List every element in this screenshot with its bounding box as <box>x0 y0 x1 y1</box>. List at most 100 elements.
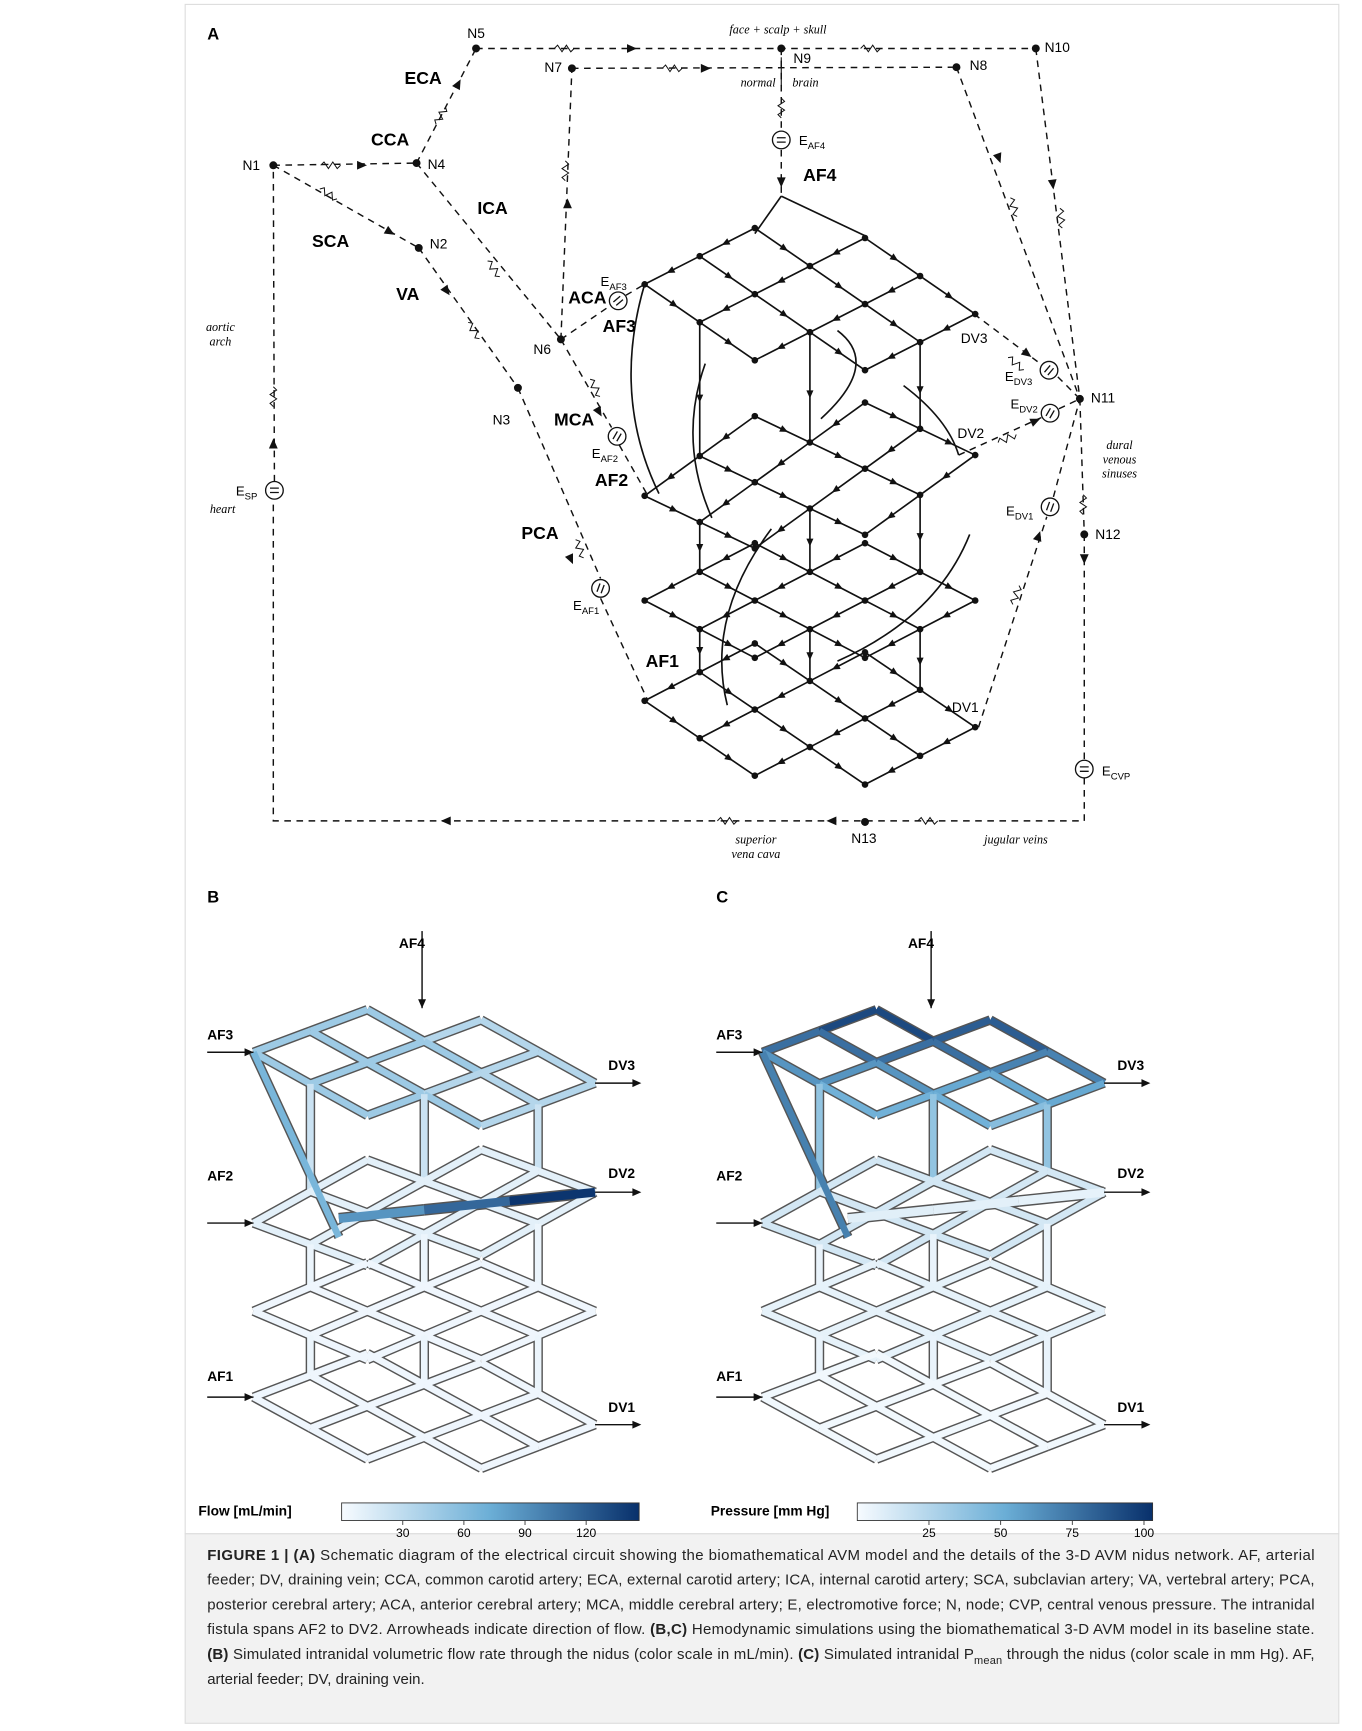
caption-text: mean <box>974 1655 1002 1667</box>
node-dot <box>972 597 979 604</box>
node-dot <box>917 339 924 346</box>
node-dot <box>862 715 869 722</box>
node-dot <box>862 301 869 308</box>
inlet-label: AF1 <box>716 1369 742 1384</box>
artery-label: ICA <box>477 198 508 218</box>
caption-text: (C) <box>798 1646 819 1663</box>
caption-text: feeder; DV, draining vein; CCA, common c… <box>207 1572 1314 1589</box>
node-label: N3 <box>493 413 511 428</box>
node-label: N2 <box>430 236 448 251</box>
annotation: heart <box>210 502 236 516</box>
label-subscript: AF2 <box>601 454 618 465</box>
node-dot <box>777 45 785 53</box>
feeder-label: AF4 <box>803 165 836 185</box>
node-dot <box>696 453 703 460</box>
node-dot <box>641 493 648 500</box>
node-dot <box>752 291 759 298</box>
node-dot <box>696 519 703 526</box>
emf-symbol <box>608 428 626 446</box>
node-dot <box>413 159 421 167</box>
caption-text: Simulated intranidal volumetric flow rat… <box>229 1646 798 1663</box>
emf-symbol <box>1041 404 1059 422</box>
node-dot <box>269 161 277 169</box>
emf-symbol <box>1041 498 1059 516</box>
outlet-label: DV2 <box>608 1166 635 1181</box>
label-subscript: AF4 <box>808 141 825 152</box>
node-dot <box>972 311 979 318</box>
node-dot <box>862 531 869 538</box>
node-label: N8 <box>970 58 988 73</box>
node-dot <box>862 367 869 374</box>
inlet-label: AF4 <box>908 936 934 951</box>
node-dot <box>807 569 814 576</box>
panel-label: B <box>207 887 219 906</box>
label-subscript: DV1 <box>1015 511 1033 522</box>
outlet-label: DV3 <box>608 1058 635 1073</box>
node-dot <box>917 273 924 280</box>
caption-text: fistula spans AF2 to DV2. Arrowheads ind… <box>207 1621 650 1638</box>
node-label: N10 <box>1045 40 1071 55</box>
emf-symbol <box>772 131 790 149</box>
node-dot <box>917 492 924 499</box>
node-label: N4 <box>428 157 446 172</box>
outlet-label: DV1 <box>1117 1400 1144 1415</box>
colorbar-label: Pressure [mm Hg] <box>711 1503 830 1518</box>
node-dot <box>641 697 648 704</box>
colorbar <box>857 1503 1152 1521</box>
node-dot <box>1080 530 1088 538</box>
feeder-label: AF3 <box>603 316 636 336</box>
node-dot <box>514 384 522 392</box>
node-dot <box>807 439 814 446</box>
label-subscript: DV3 <box>1014 377 1032 388</box>
node-dot <box>752 357 759 364</box>
caption-text: FIGURE 1 | (A) <box>207 1547 315 1564</box>
node-dot <box>696 735 703 742</box>
artery-label: CCA <box>371 130 409 150</box>
annotation: jugular veins <box>982 832 1048 846</box>
node-dot <box>807 678 814 685</box>
node-dot <box>917 753 924 760</box>
colorbar-tick-label: 120 <box>576 1526 596 1540</box>
vein-label: DV3 <box>961 331 988 346</box>
artery-label: MCA <box>554 410 594 430</box>
node-dot <box>972 452 979 459</box>
caption-text: Hemodynamic simulations using the biomat… <box>687 1621 1314 1638</box>
annotation: aortic <box>206 320 236 334</box>
colorbar-tick-label: 25 <box>922 1526 936 1540</box>
colorbar-tick-label: 30 <box>396 1526 410 1540</box>
node-dot <box>415 244 423 252</box>
node-dot <box>1076 395 1084 403</box>
node-label: N11 <box>1091 391 1115 406</box>
annotation: brain <box>792 76 818 90</box>
artery-label: SCA <box>312 231 349 251</box>
node-label: N7 <box>544 60 562 75</box>
node-dot <box>752 640 759 647</box>
inlet-label: AF4 <box>399 936 425 951</box>
node-dot <box>1032 45 1040 53</box>
inlet-label: AF1 <box>207 1369 233 1384</box>
caption-line: fistula spans AF2 to DV2. Arrowheads ind… <box>207 1621 1314 1638</box>
caption-text: Schematic diagram of the electrical circ… <box>316 1547 1315 1564</box>
caption-text: posterior cerebral artery; ACA, anterior… <box>207 1596 1314 1613</box>
label-base: E <box>1006 503 1015 518</box>
emf-symbol <box>592 580 610 598</box>
caption-line: posterior cerebral artery; ACA, anterior… <box>207 1596 1314 1613</box>
node-dot <box>752 654 759 661</box>
node-label: N5 <box>467 26 485 41</box>
annotation: superior <box>735 832 776 846</box>
emf-symbol <box>1040 361 1058 379</box>
node-dot <box>696 626 703 633</box>
node-dot <box>696 669 703 676</box>
label-base: E <box>1102 763 1111 778</box>
node-dot <box>752 597 759 604</box>
inlet-label: AF2 <box>207 1168 233 1183</box>
node-dot <box>917 626 924 633</box>
label-subscript: SP <box>245 491 258 502</box>
node-dot <box>807 744 814 751</box>
vein-label: DV1 <box>952 700 979 715</box>
colorbar-tick-label: 60 <box>457 1526 471 1540</box>
outlet-label: DV3 <box>1117 1058 1144 1073</box>
node-dot <box>862 235 869 242</box>
node-dot <box>752 706 759 713</box>
caption-line: arterial feeder; DV, draining vein. <box>207 1671 424 1688</box>
